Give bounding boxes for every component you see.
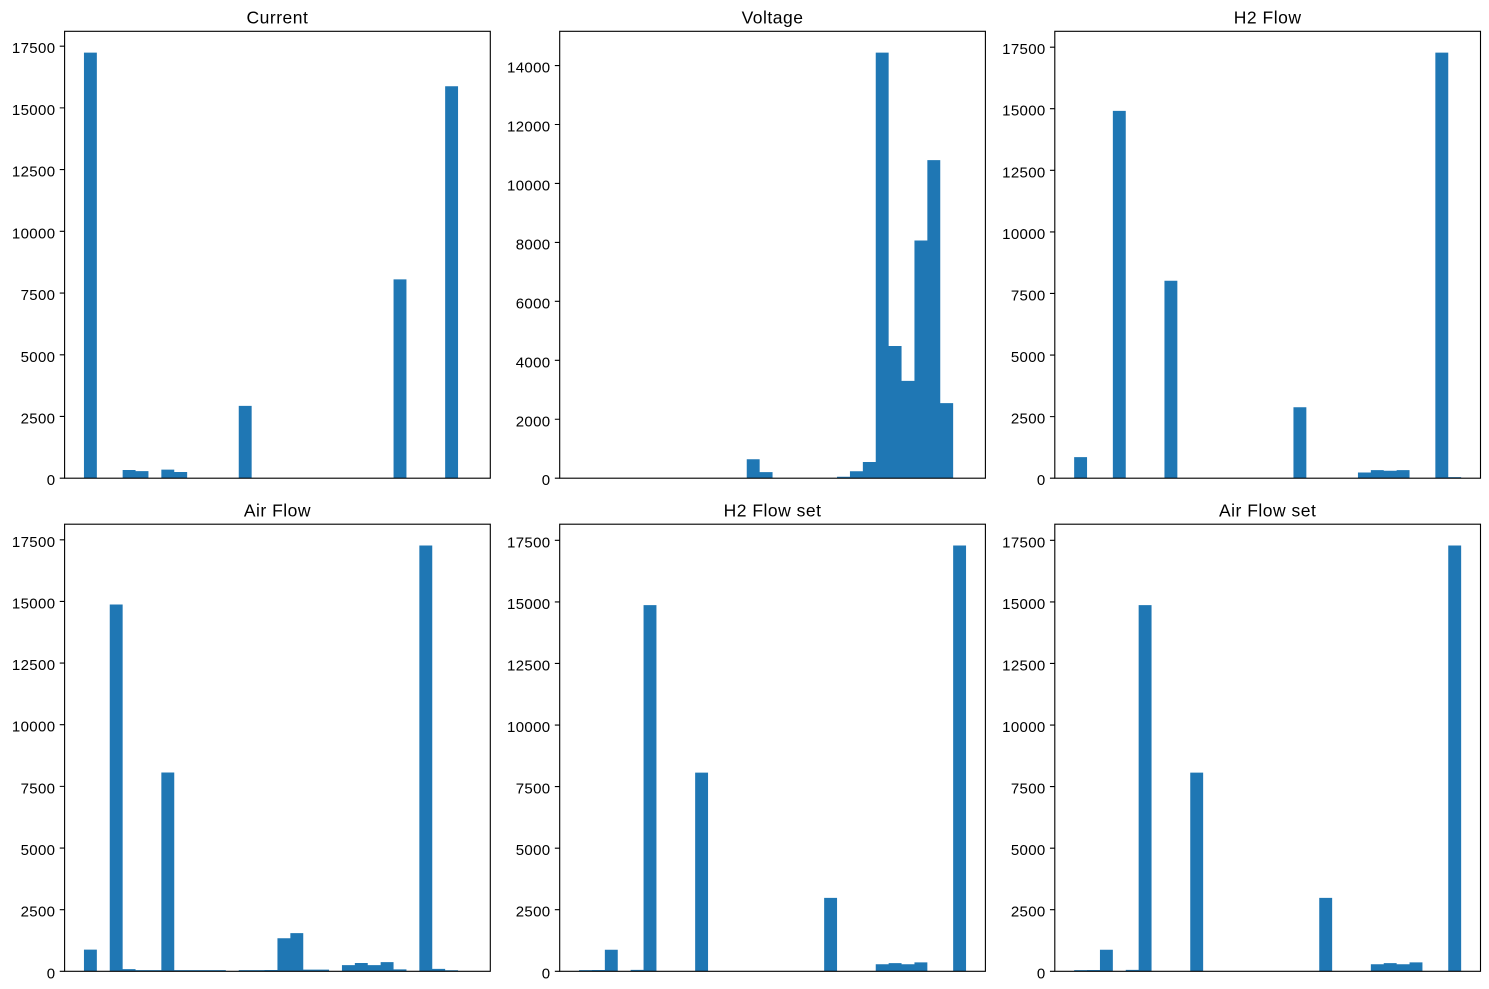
svg-text:5000: 5000 xyxy=(1011,349,1046,366)
svg-text:17500: 17500 xyxy=(12,534,55,551)
svg-text:10000: 10000 xyxy=(507,177,550,194)
svg-text:17500: 17500 xyxy=(12,40,55,57)
svg-text:8000: 8000 xyxy=(516,236,551,253)
svg-text:7500: 7500 xyxy=(1011,287,1046,304)
svg-text:7500: 7500 xyxy=(1011,781,1046,798)
svg-text:0: 0 xyxy=(47,965,56,982)
svg-text:2000: 2000 xyxy=(516,413,551,430)
svg-text:12500: 12500 xyxy=(1002,657,1045,674)
svg-text:15000: 15000 xyxy=(12,102,55,119)
svg-text:0: 0 xyxy=(1037,965,1046,982)
svg-text:2500: 2500 xyxy=(21,904,56,921)
svg-text:5000: 5000 xyxy=(21,842,56,859)
svg-text:4000: 4000 xyxy=(516,354,551,371)
svg-text:17500: 17500 xyxy=(1002,534,1045,551)
svg-text:7500: 7500 xyxy=(21,780,56,797)
svg-text:12500: 12500 xyxy=(12,657,55,674)
svg-text:17500: 17500 xyxy=(1002,41,1045,58)
svg-text:0: 0 xyxy=(542,965,551,982)
svg-text:10000: 10000 xyxy=(1002,719,1045,736)
svg-text:Air Flow: Air Flow xyxy=(244,500,311,520)
svg-text:0: 0 xyxy=(542,472,551,489)
svg-text:7500: 7500 xyxy=(516,781,551,798)
svg-text:12000: 12000 xyxy=(507,119,550,136)
svg-text:7500: 7500 xyxy=(21,287,56,304)
svg-text:17500: 17500 xyxy=(507,534,550,551)
svg-text:2500: 2500 xyxy=(1011,411,1046,428)
svg-text:2500: 2500 xyxy=(21,410,56,427)
svg-text:5000: 5000 xyxy=(21,349,56,366)
svg-text:5000: 5000 xyxy=(516,842,551,859)
svg-text:10000: 10000 xyxy=(12,225,55,242)
svg-text:0: 0 xyxy=(1037,472,1046,489)
svg-text:15000: 15000 xyxy=(1002,103,1045,120)
svg-text:15000: 15000 xyxy=(507,596,550,613)
svg-text:5000: 5000 xyxy=(1011,842,1046,859)
svg-text:12500: 12500 xyxy=(12,164,55,181)
svg-text:14000: 14000 xyxy=(507,60,550,77)
svg-text:2500: 2500 xyxy=(1011,904,1046,921)
svg-text:6000: 6000 xyxy=(516,295,551,312)
svg-text:H2 Flow set: H2 Flow set xyxy=(724,500,822,520)
svg-text:10000: 10000 xyxy=(507,719,550,736)
svg-text:15000: 15000 xyxy=(12,595,55,612)
svg-text:Current: Current xyxy=(247,8,309,28)
svg-text:15000: 15000 xyxy=(1002,596,1045,613)
svg-text:10000: 10000 xyxy=(12,719,55,736)
svg-text:0: 0 xyxy=(47,472,56,489)
svg-text:12500: 12500 xyxy=(507,657,550,674)
svg-text:Voltage: Voltage xyxy=(742,8,804,28)
svg-text:2500: 2500 xyxy=(516,904,551,921)
svg-text:Air Flow set: Air Flow set xyxy=(1219,500,1316,520)
svg-text:12500: 12500 xyxy=(1002,164,1045,181)
svg-text:10000: 10000 xyxy=(1002,226,1045,243)
svg-text:H2 Flow: H2 Flow xyxy=(1234,8,1302,28)
